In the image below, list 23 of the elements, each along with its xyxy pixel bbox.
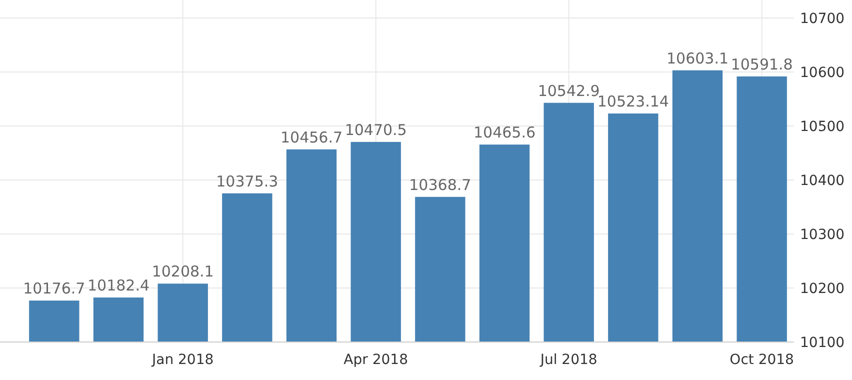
x-tick-label: Oct 2018 bbox=[730, 352, 794, 368]
data-label: 10368.7 bbox=[409, 176, 472, 194]
data-label: 10182.4 bbox=[87, 276, 150, 295]
data-label: 10456.7 bbox=[280, 128, 343, 146]
y-tick-label: 10700 bbox=[800, 11, 845, 27]
data-label: 10542.9 bbox=[538, 82, 600, 100]
y-tick-label: 10100 bbox=[800, 335, 845, 351]
data-label: 10470.5 bbox=[344, 120, 407, 139]
data-label: 10176.7 bbox=[23, 280, 86, 298]
x-tick-label: Jan 2018 bbox=[150, 352, 214, 368]
y-tick-label: 10500 bbox=[800, 119, 845, 135]
data-label: 10603.1 bbox=[666, 49, 729, 68]
y-tick-label: 10200 bbox=[800, 281, 845, 297]
data-label: 10523.14 bbox=[597, 92, 669, 111]
x-tick-label: Jul 2018 bbox=[539, 352, 598, 368]
y-tick-label: 10300 bbox=[800, 227, 845, 243]
data-label: 10375.3 bbox=[216, 172, 278, 190]
data-label: 10591.8 bbox=[730, 55, 793, 74]
y-tick-label: 10400 bbox=[800, 173, 845, 189]
y-tick-label: 10600 bbox=[800, 65, 845, 81]
data-label: 10465.6 bbox=[473, 124, 536, 142]
x-tick-label: Apr 2018 bbox=[344, 352, 408, 368]
data-label: 10208.1 bbox=[152, 262, 214, 281]
